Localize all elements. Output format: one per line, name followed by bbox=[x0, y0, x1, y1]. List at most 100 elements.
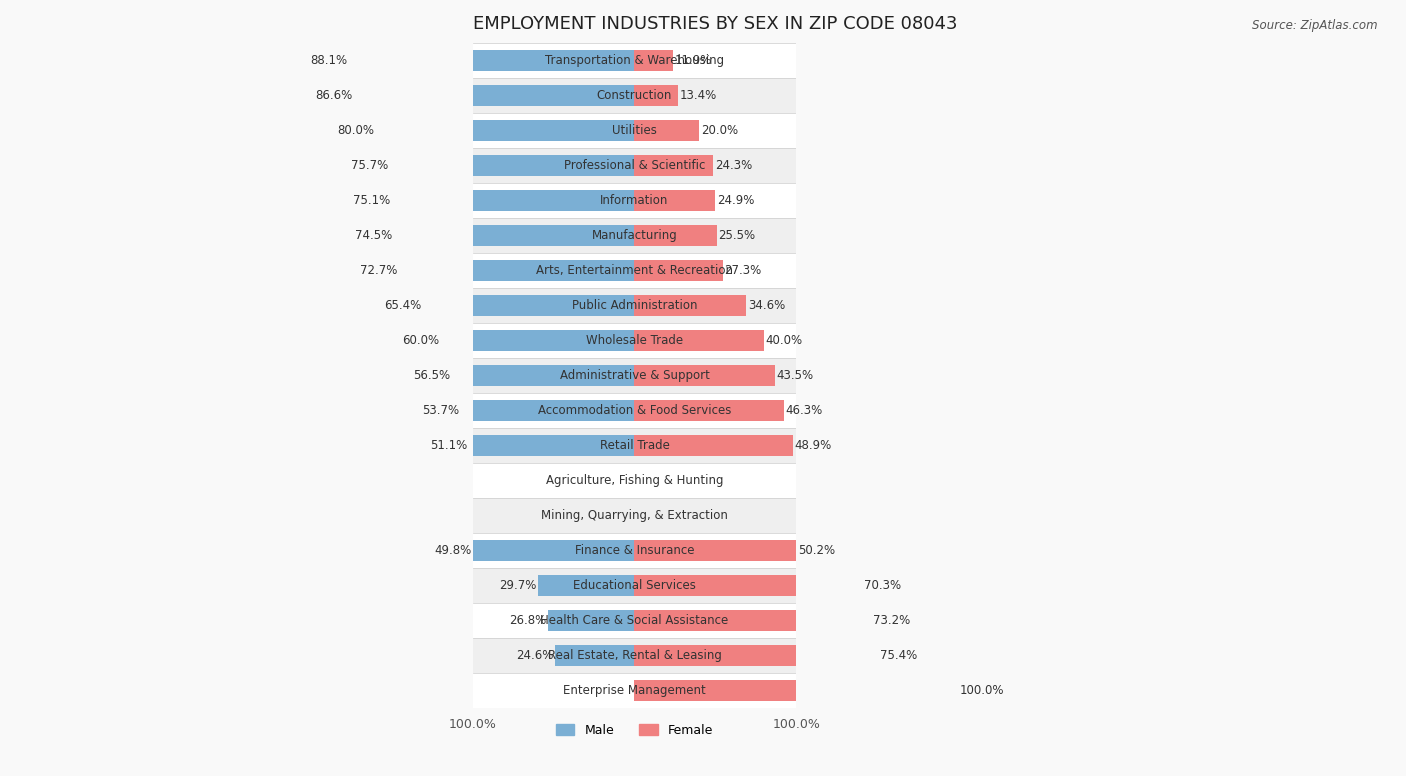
Text: Transportation & Warehousing: Transportation & Warehousing bbox=[546, 54, 724, 67]
Text: Administrative & Support: Administrative & Support bbox=[560, 369, 710, 382]
Text: Information: Information bbox=[600, 194, 669, 207]
Bar bbox=[634, 540, 797, 561]
Bar bbox=[394, 224, 634, 246]
Text: EMPLOYMENT INDUSTRIES BY SEX IN ZIP CODE 08043: EMPLOYMENT INDUSTRIES BY SEX IN ZIP CODE… bbox=[472, 15, 957, 33]
Text: 88.1%: 88.1% bbox=[311, 54, 347, 67]
Bar bbox=[634, 330, 763, 352]
Bar bbox=[634, 154, 713, 176]
Text: 60.0%: 60.0% bbox=[402, 334, 439, 347]
Bar bbox=[472, 603, 1119, 638]
Text: 53.7%: 53.7% bbox=[422, 404, 460, 417]
Bar bbox=[399, 260, 634, 282]
Bar bbox=[472, 43, 1119, 78]
Text: 100.0%: 100.0% bbox=[959, 684, 1004, 697]
Text: 70.3%: 70.3% bbox=[863, 579, 901, 592]
Text: 43.5%: 43.5% bbox=[778, 369, 814, 382]
Bar bbox=[461, 400, 634, 421]
Text: Construction: Construction bbox=[596, 89, 672, 102]
Text: Retail Trade: Retail Trade bbox=[599, 439, 669, 452]
Text: 24.9%: 24.9% bbox=[717, 194, 754, 207]
Text: 73.2%: 73.2% bbox=[873, 614, 910, 627]
Text: 74.5%: 74.5% bbox=[354, 229, 392, 242]
Text: Wholesale Trade: Wholesale Trade bbox=[586, 334, 683, 347]
Bar bbox=[472, 428, 1119, 463]
Text: 13.4%: 13.4% bbox=[679, 89, 717, 102]
Text: 25.5%: 25.5% bbox=[718, 229, 755, 242]
Text: 20.0%: 20.0% bbox=[700, 124, 738, 137]
Text: Real Estate, Rental & Leasing: Real Estate, Rental & Leasing bbox=[547, 649, 721, 662]
Text: 86.6%: 86.6% bbox=[315, 89, 353, 102]
Bar bbox=[634, 120, 699, 141]
Bar bbox=[634, 189, 716, 211]
Bar bbox=[472, 568, 1119, 603]
Bar bbox=[548, 610, 634, 632]
Text: 48.9%: 48.9% bbox=[794, 439, 831, 452]
Bar bbox=[440, 330, 634, 352]
Text: Source: ZipAtlas.com: Source: ZipAtlas.com bbox=[1253, 19, 1378, 33]
Text: Enterprise Management: Enterprise Management bbox=[564, 684, 706, 697]
Bar bbox=[634, 400, 785, 421]
Text: 72.7%: 72.7% bbox=[360, 264, 398, 277]
Text: Health Care & Social Assistance: Health Care & Social Assistance bbox=[540, 614, 728, 627]
Bar bbox=[472, 358, 1119, 393]
Legend: Male, Female: Male, Female bbox=[551, 719, 718, 742]
Bar bbox=[354, 85, 634, 106]
Text: 80.0%: 80.0% bbox=[337, 124, 374, 137]
Text: Professional & Scientific: Professional & Scientific bbox=[564, 159, 706, 172]
Bar bbox=[634, 575, 862, 597]
Bar bbox=[391, 189, 634, 211]
Bar bbox=[472, 218, 1119, 253]
Text: Agriculture, Fishing & Hunting: Agriculture, Fishing & Hunting bbox=[546, 474, 723, 487]
Text: Arts, Entertainment & Recreation: Arts, Entertainment & Recreation bbox=[536, 264, 733, 277]
Bar bbox=[472, 113, 1119, 148]
Text: 24.3%: 24.3% bbox=[714, 159, 752, 172]
Bar bbox=[472, 533, 1119, 568]
Bar bbox=[470, 435, 634, 456]
Bar bbox=[472, 288, 1119, 323]
Text: Public Administration: Public Administration bbox=[572, 299, 697, 312]
Bar bbox=[634, 295, 747, 317]
Bar bbox=[375, 120, 634, 141]
Bar bbox=[423, 295, 634, 317]
Text: 65.4%: 65.4% bbox=[384, 299, 422, 312]
Bar bbox=[472, 673, 1119, 708]
Text: 46.3%: 46.3% bbox=[786, 404, 823, 417]
Bar bbox=[634, 645, 879, 667]
Bar bbox=[350, 50, 634, 71]
Bar bbox=[472, 183, 1119, 218]
Text: 50.2%: 50.2% bbox=[799, 544, 835, 557]
Bar bbox=[474, 540, 634, 561]
Bar bbox=[634, 365, 775, 386]
Bar bbox=[472, 323, 1119, 358]
Bar bbox=[472, 393, 1119, 428]
Bar bbox=[634, 50, 673, 71]
Bar bbox=[451, 365, 634, 386]
Text: Utilities: Utilities bbox=[612, 124, 657, 137]
Bar bbox=[472, 78, 1119, 113]
Text: 75.7%: 75.7% bbox=[350, 159, 388, 172]
Bar bbox=[634, 260, 723, 282]
Bar bbox=[634, 680, 957, 702]
Bar bbox=[634, 85, 678, 106]
Text: 29.7%: 29.7% bbox=[499, 579, 537, 592]
Text: 40.0%: 40.0% bbox=[765, 334, 803, 347]
Text: 49.8%: 49.8% bbox=[434, 544, 472, 557]
Bar bbox=[634, 435, 793, 456]
Text: Manufacturing: Manufacturing bbox=[592, 229, 678, 242]
Text: Accommodation & Food Services: Accommodation & Food Services bbox=[537, 404, 731, 417]
Bar bbox=[472, 253, 1119, 288]
Text: 26.8%: 26.8% bbox=[509, 614, 546, 627]
Text: 27.3%: 27.3% bbox=[724, 264, 762, 277]
Text: 75.1%: 75.1% bbox=[353, 194, 389, 207]
Text: 34.6%: 34.6% bbox=[748, 299, 786, 312]
Text: Educational Services: Educational Services bbox=[574, 579, 696, 592]
Bar bbox=[472, 638, 1119, 673]
Text: 11.9%: 11.9% bbox=[675, 54, 711, 67]
Bar bbox=[472, 463, 1119, 498]
Bar bbox=[555, 645, 634, 667]
Text: 51.1%: 51.1% bbox=[430, 439, 468, 452]
Text: Finance & Insurance: Finance & Insurance bbox=[575, 544, 695, 557]
Bar bbox=[538, 575, 634, 597]
Bar bbox=[389, 154, 634, 176]
Bar bbox=[634, 224, 717, 246]
